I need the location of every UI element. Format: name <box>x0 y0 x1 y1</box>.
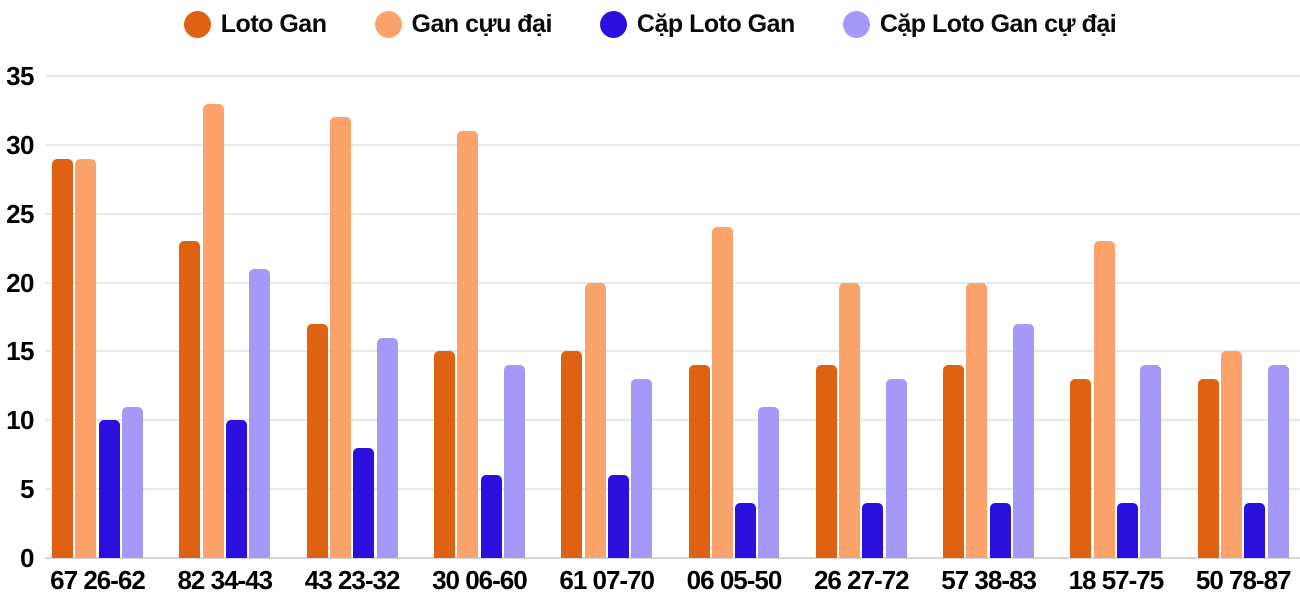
bar-series2-group6[interactable] <box>711 227 733 558</box>
bar-series4-group9[interactable] <box>1140 365 1162 558</box>
x-axis-category-label: 82 34-43 <box>177 565 273 595</box>
bar-series3-group5[interactable] <box>607 475 629 558</box>
legend: Loto Gan Gan cựu đại Cặp Loto Gan Cặp Loto … <box>0 10 1300 39</box>
bar-series4-group5[interactable] <box>631 378 653 558</box>
bar-series1-group6[interactable] <box>688 365 710 558</box>
bar-series1-group5[interactable] <box>561 351 583 558</box>
legend-item-series3: Cặp Loto Gan <box>599 10 795 39</box>
y-gridline <box>45 281 1300 284</box>
legend-item-series2: Gan cựu đại <box>374 10 553 39</box>
bar-series1-group8[interactable] <box>943 365 965 558</box>
y-axis-tick-label: 30 <box>6 129 34 160</box>
bar-series4-group4[interactable] <box>503 365 525 558</box>
y-axis-tick-label: 15 <box>6 336 34 367</box>
bar-series4-group6[interactable] <box>758 406 780 558</box>
bar-series3-group9[interactable] <box>1117 502 1138 558</box>
x-axis-category-label: 30 06-60 <box>432 565 528 595</box>
bar-series4-group2[interactable] <box>249 268 271 558</box>
bar-series3-group1[interactable] <box>98 420 120 558</box>
legend-label: Loto Gan <box>220 10 327 38</box>
x-axis-category-label: 57 38-83 <box>941 565 1037 595</box>
x-axis-category-label: 18 57-75 <box>1068 565 1165 595</box>
y-gridline <box>45 419 1300 422</box>
bar-series3-group2[interactable] <box>225 420 247 558</box>
bar-series1-group7[interactable] <box>815 365 837 558</box>
bar-series1-group4[interactable] <box>433 351 455 558</box>
bar-series2-group10[interactable] <box>1221 351 1242 558</box>
legend-label: Cặp Loto Gan <box>636 10 795 38</box>
bar-series2-group4[interactable] <box>457 131 479 558</box>
legend-color-dot-icon <box>599 11 627 38</box>
bar-series4-group7[interactable] <box>885 378 907 558</box>
bar-series1-group9[interactable] <box>1070 378 1092 558</box>
bar-series1-group1[interactable] <box>52 158 73 558</box>
y-axis-tick-label: 10 <box>6 405 34 436</box>
legend-item-series1: Loto Gan <box>183 10 327 39</box>
legend-item-series4: Cặp Loto Gan cự đại <box>842 10 1117 39</box>
bar-series4-group3[interactable] <box>376 337 398 558</box>
x-axis-category-label: 61 07-70 <box>559 565 655 595</box>
bar-series3-group6[interactable] <box>735 502 757 558</box>
bar-series2-group5[interactable] <box>584 282 606 558</box>
bar-series3-group7[interactable] <box>862 502 884 558</box>
bar-series1-group3[interactable] <box>306 323 328 558</box>
y-gridline <box>45 488 1300 491</box>
bar-series1-group2[interactable] <box>179 241 201 558</box>
y-axis-tick-label: 20 <box>6 267 34 298</box>
bar-series4-group8[interactable] <box>1013 323 1034 558</box>
bar-series3-group10[interactable] <box>1244 502 1266 558</box>
bar-series2-group8[interactable] <box>966 282 988 558</box>
x-axis-category-label: 50 78-87 <box>1195 565 1292 595</box>
legend-color-dot-icon <box>842 11 870 38</box>
bar-series4-group10[interactable] <box>1267 365 1289 558</box>
x-axis-category-label: 67 26-62 <box>50 565 146 595</box>
y-axis-tick-label: 35 <box>6 61 34 91</box>
legend-color-dot-icon <box>183 11 211 38</box>
y-gridline <box>45 350 1300 353</box>
y-gridline <box>45 212 1300 215</box>
bar-series2-group3[interactable] <box>329 117 351 558</box>
y-gridline <box>45 143 1300 146</box>
x-axis-category-label: 26 27-72 <box>813 565 910 595</box>
bar-series1-group10[interactable] <box>1197 378 1219 558</box>
bar-series2-group2[interactable] <box>202 103 224 558</box>
x-axis-baseline <box>45 557 1300 559</box>
bar-series3-group4[interactable] <box>480 475 502 558</box>
legend-label: Gan cựu đại <box>411 10 553 38</box>
bar-series3-group8[interactable] <box>989 502 1011 558</box>
bar-series3-group3[interactable] <box>353 447 375 558</box>
y-axis-tick-label: 0 <box>20 543 34 573</box>
bar-series2-group9[interactable] <box>1093 241 1115 558</box>
x-axis-category-label: 43 23-32 <box>304 565 401 595</box>
y-axis-tick-label: 25 <box>6 198 34 229</box>
bar-series2-group1[interactable] <box>75 158 97 558</box>
bar-series4-group1[interactable] <box>121 406 143 558</box>
bar-series2-group7[interactable] <box>839 282 861 558</box>
legend-label: Cặp Loto Gan cự đại <box>879 10 1117 38</box>
y-axis-tick-label: 5 <box>20 474 34 505</box>
x-axis-category-label: 06 05-50 <box>686 565 783 595</box>
legend-color-dot-icon <box>374 11 402 38</box>
y-gridline <box>45 75 1300 77</box>
